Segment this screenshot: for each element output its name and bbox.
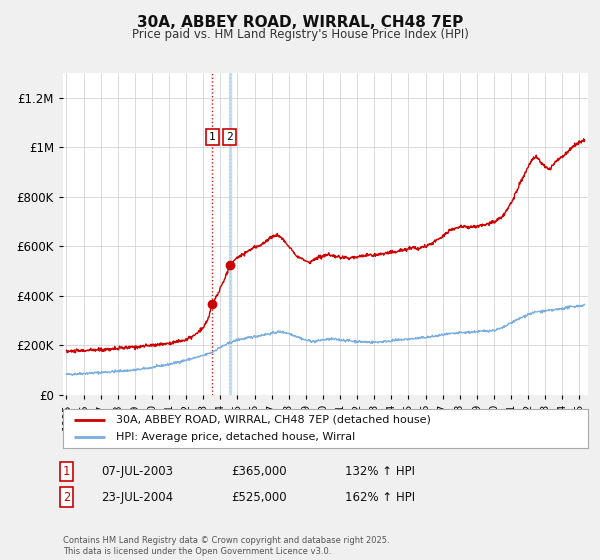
Text: 132% ↑ HPI: 132% ↑ HPI — [345, 465, 415, 478]
Text: 30A, ABBEY ROAD, WIRRAL, CH48 7EP: 30A, ABBEY ROAD, WIRRAL, CH48 7EP — [137, 15, 463, 30]
Text: 2: 2 — [227, 132, 233, 142]
Text: £365,000: £365,000 — [231, 465, 287, 478]
Text: 162% ↑ HPI: 162% ↑ HPI — [345, 491, 415, 504]
Text: 1: 1 — [63, 465, 70, 478]
Text: Contains HM Land Registry data © Crown copyright and database right 2025.
This d: Contains HM Land Registry data © Crown c… — [63, 536, 389, 556]
Text: HPI: Average price, detached house, Wirral: HPI: Average price, detached house, Wirr… — [115, 432, 355, 442]
Text: 23-JUL-2004: 23-JUL-2004 — [101, 491, 173, 504]
Text: £525,000: £525,000 — [231, 491, 287, 504]
Text: 2: 2 — [63, 491, 70, 504]
Text: 07-JUL-2003: 07-JUL-2003 — [101, 465, 173, 478]
Text: 30A, ABBEY ROAD, WIRRAL, CH48 7EP (detached house): 30A, ABBEY ROAD, WIRRAL, CH48 7EP (detac… — [115, 415, 430, 425]
Text: 1: 1 — [209, 132, 215, 142]
Bar — [229, 73, 231, 395]
Text: Price paid vs. HM Land Registry's House Price Index (HPI): Price paid vs. HM Land Registry's House … — [131, 28, 469, 41]
